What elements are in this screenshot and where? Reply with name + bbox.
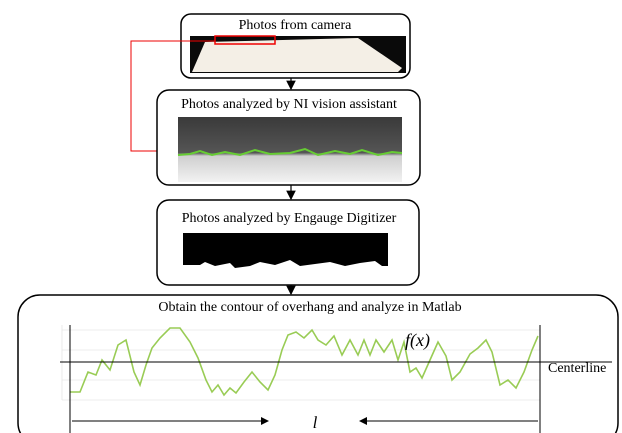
- node-label: Photos analyzed by NI vision assistant: [181, 97, 397, 112]
- contour-curve: [70, 327, 539, 397]
- node-label: Photos analyzed by Engauge Digitizer: [182, 211, 397, 226]
- node-label: Obtain the contour of overhang and analy…: [158, 300, 461, 315]
- connector: [130, 40, 215, 152]
- photo: [178, 117, 402, 182]
- highlight: [214, 35, 276, 45]
- edge-line: [177, 147, 403, 157]
- length-label: l: [313, 413, 318, 432]
- centerline-label: Centerline: [548, 361, 606, 376]
- contour-fill: [183, 260, 388, 272]
- specimen: [192, 38, 402, 72]
- box: [17, 294, 619, 433]
- node-label: Photos from camera: [239, 18, 353, 33]
- function-label: f(x): [405, 330, 430, 351]
